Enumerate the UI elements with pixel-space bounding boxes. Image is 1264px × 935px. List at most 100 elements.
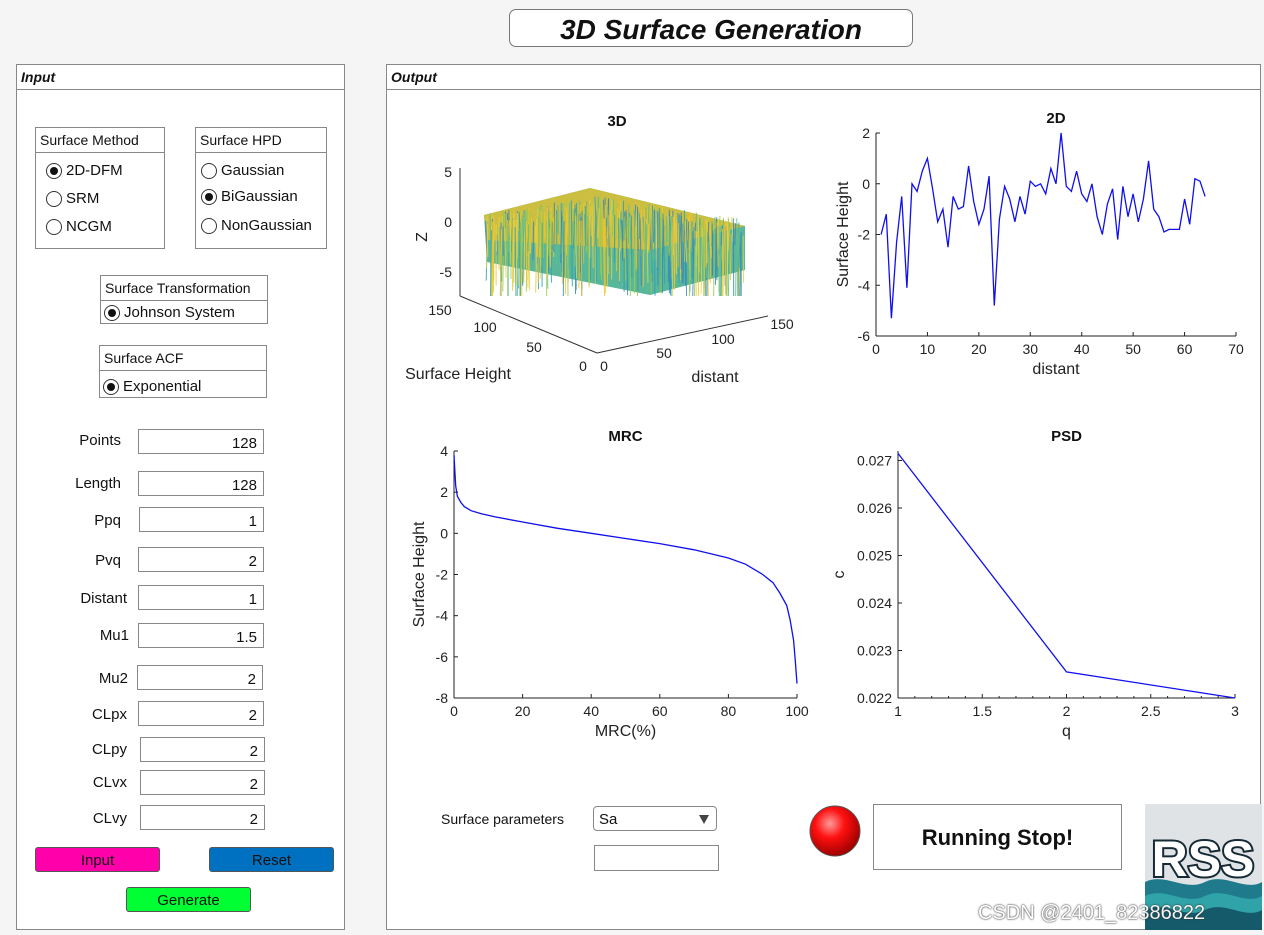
radio-srm[interactable]: SRM — [46, 190, 99, 207]
surface-spike — [699, 221, 701, 271]
surface-method-group: Surface Method 2D-DFM SRM NCGM — [35, 127, 165, 249]
clpy-input[interactable]: 2 — [140, 737, 265, 762]
surface-spike — [651, 205, 653, 274]
surface-spike — [549, 207, 552, 268]
y-tick-label: -4 — [436, 608, 449, 624]
x-axis-label: q — [1062, 723, 1071, 740]
y-axis-label: Surface Height — [411, 521, 428, 627]
chart-3d: 3D 5 0 -5 Z 150 100 50 0 Surface Height … — [405, 113, 794, 386]
rss-logo-graphic: RSS — [1145, 804, 1262, 930]
mu2-input[interactable]: 2 — [137, 665, 263, 690]
generate-button[interactable]: Generate — [126, 887, 251, 912]
clpx-input[interactable]: 2 — [138, 701, 264, 726]
x-tick-label: 0 — [600, 358, 608, 374]
surface-spike — [661, 213, 664, 294]
radio-nongaussian[interactable]: NonGaussian — [201, 217, 312, 234]
reset-button[interactable]: Reset — [209, 847, 334, 872]
radio-selected-icon — [46, 162, 62, 179]
surface-spike — [575, 216, 578, 279]
y-tick-label: 0.023 — [857, 643, 892, 659]
radio-label: NonGaussian — [221, 217, 312, 234]
y-tick-label: -6 — [436, 649, 449, 665]
clvy-input[interactable]: 2 — [140, 805, 265, 830]
surface-spike — [509, 212, 512, 265]
points-label: Points — [79, 432, 121, 449]
surface-spike — [647, 209, 650, 253]
radio-ncgm[interactable]: NCGM — [46, 218, 112, 235]
ppq-input[interactable]: 1 — [139, 507, 264, 532]
radio-exponential[interactable]: Exponential — [103, 378, 201, 395]
y-tick-label: 0.024 — [857, 595, 892, 611]
chart-2d: 2D0 10 20 30 40 50 60 7020-2-4-6distantSurface … — [835, 110, 1244, 378]
y-tick-label: 0.026 — [857, 500, 892, 516]
surface-spike — [640, 209, 643, 232]
dropdown-selected-value: Sa — [599, 811, 618, 828]
surface-spike — [597, 208, 600, 239]
y-tick-label: 150 — [428, 302, 452, 318]
surface-spike — [734, 223, 736, 246]
surface-spike — [529, 218, 532, 254]
mu1-input[interactable]: 1.5 — [138, 623, 264, 648]
surface-spike — [674, 222, 676, 285]
surface-spike — [607, 216, 609, 239]
surface-hpd-title: Surface HPD — [196, 128, 326, 153]
surface-spike — [560, 210, 563, 264]
surface-spike — [662, 219, 666, 285]
surface-spike — [735, 234, 737, 297]
surface-parameters-dropdown[interactable]: Sa — [593, 806, 717, 831]
clpy-label: CLpy — [91, 741, 127, 758]
chart-title: MRC — [608, 428, 642, 445]
data-series-line — [897, 453, 1236, 699]
surface-spike — [714, 217, 718, 285]
clvx-input[interactable]: 2 — [140, 770, 265, 795]
x-tick-label: 100 — [785, 703, 809, 719]
radio-gaussian[interactable]: Gaussian — [201, 162, 284, 179]
surface-spike — [621, 220, 624, 261]
radio-bigaussian[interactable]: BiGaussian — [201, 188, 298, 205]
radio-2d-dfm[interactable]: 2D-DFM — [46, 162, 123, 179]
surface-spike — [504, 227, 507, 278]
surface-spike — [619, 219, 621, 249]
radio-johnson-system[interactable]: Johnson System — [104, 304, 235, 321]
status-display: Running Stop! — [873, 804, 1122, 870]
surface-spike — [492, 229, 495, 282]
points-input[interactable]: 128 — [138, 429, 264, 454]
surface-spike — [629, 217, 631, 297]
y-axis-label: c — [831, 571, 848, 579]
x-tick-label: 3 — [1231, 703, 1239, 719]
output-panel-title: Output — [387, 65, 1260, 90]
watermark: CSDN @2401_82386822 — [978, 902, 1206, 924]
pvq-input[interactable]: 2 — [138, 547, 264, 572]
surface-spike — [727, 229, 730, 252]
distant-input[interactable]: 1 — [138, 585, 264, 610]
length-input[interactable]: 128 — [138, 471, 264, 496]
y-axis-label: Surface Height — [835, 181, 852, 287]
surface-spike — [655, 212, 658, 268]
x-tick-label: 20 — [515, 703, 531, 719]
y-tick-label: -2 — [858, 227, 871, 243]
surface-spike — [570, 200, 573, 287]
surface-parameter-value-field[interactable] — [594, 845, 719, 871]
surface-spike — [633, 209, 637, 292]
x-tick-label: 10 — [920, 341, 936, 357]
radio-selected-icon — [104, 304, 120, 321]
surface-transformation-group: Surface Transformation Johnson System — [100, 275, 268, 324]
surface-spike — [612, 215, 615, 247]
surface-spike — [553, 202, 555, 253]
surface-spike — [608, 198, 610, 256]
radio-label: Exponential — [123, 378, 202, 395]
x-tick-label: 30 — [1022, 341, 1038, 357]
y-tick-label: 4 — [440, 443, 448, 459]
pvq-label: Pvq — [95, 552, 121, 569]
z-tick-label: -5 — [440, 264, 453, 280]
x-tick-label: 40 — [583, 703, 599, 719]
radio-label: BiGaussian — [221, 188, 298, 205]
input-button[interactable]: Input — [35, 847, 160, 872]
surface-spike — [586, 216, 589, 254]
surface-spike — [682, 229, 685, 284]
surface-spike — [681, 215, 683, 284]
surface-spike — [700, 227, 703, 294]
logo-text: RSS — [1152, 831, 1255, 887]
surface-spike — [580, 220, 583, 297]
y-tick-label: 2 — [862, 125, 870, 141]
